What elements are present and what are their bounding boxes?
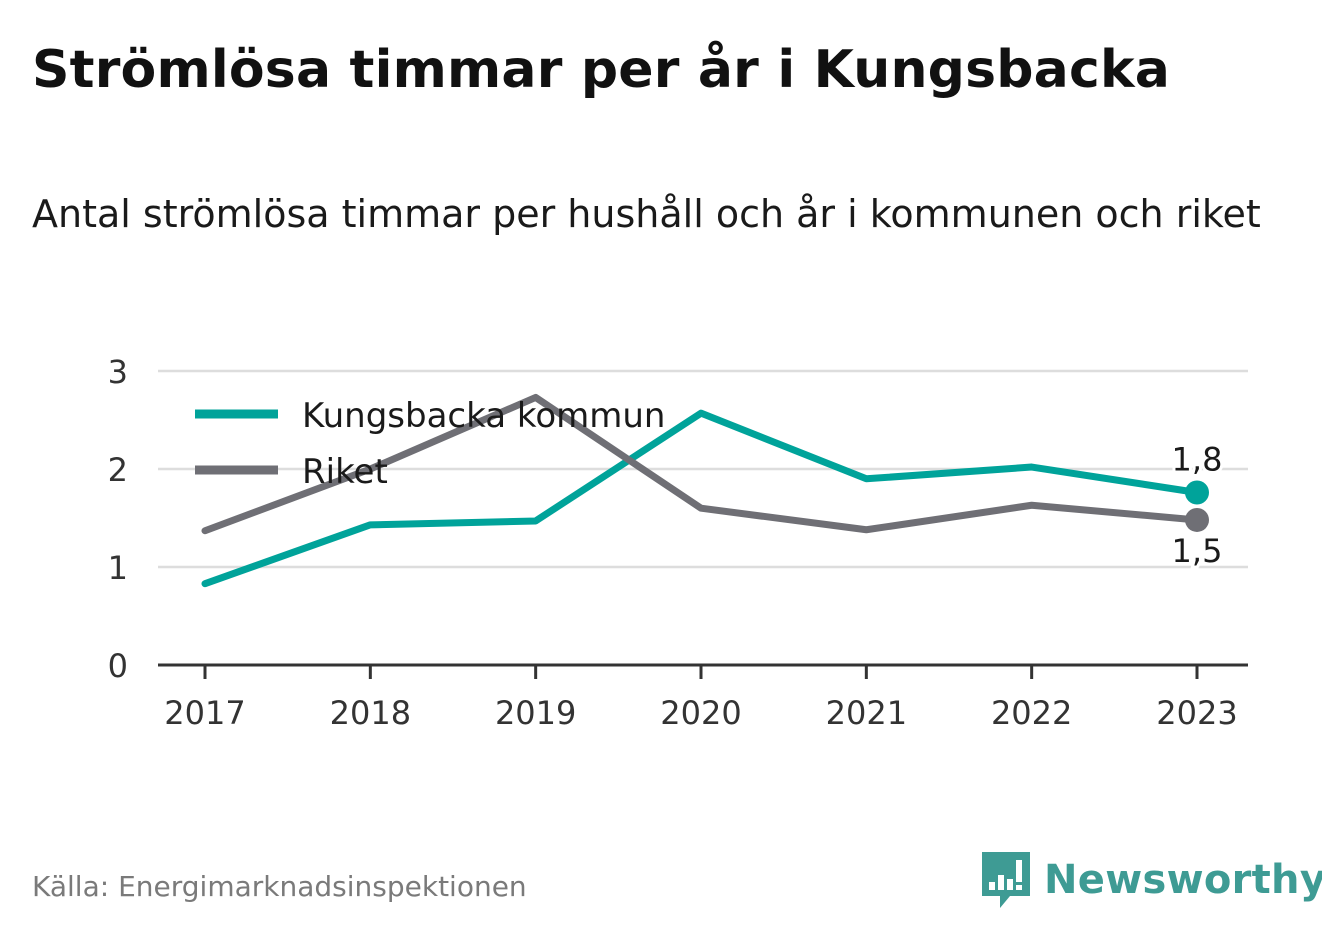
x-tick-label: 2022 — [991, 694, 1072, 732]
endpoint-marker-kungsbacka — [1185, 480, 1209, 505]
x-tick-label: 2018 — [330, 694, 411, 732]
x-tick-label: 2020 — [660, 694, 741, 732]
y-tick-label: 0 — [108, 647, 128, 685]
chart-subtitle: Antal strömlösa timmar per hushåll och å… — [32, 192, 1261, 236]
series-line-kungsbacka — [201, 409, 1201, 588]
y-tick-label: 2 — [108, 451, 128, 489]
bar-chart-speech-bubble-icon — [982, 852, 1030, 908]
end-value-label-riket: 1,5 — [1172, 532, 1223, 570]
x-tick-label: 2023 — [1156, 694, 1237, 732]
x-tick-label: 2017 — [164, 694, 245, 732]
brand-logo: Newsworthy — [980, 850, 1322, 910]
source-note: Källa: Energimarknadsinspektionen — [32, 870, 527, 903]
y-tick-label: 3 — [108, 353, 128, 391]
series-line-riket — [201, 393, 1201, 535]
x-tick-label: 2021 — [826, 694, 907, 732]
legend-label-riket: Riket — [302, 452, 388, 492]
x-tick-label: 2019 — [495, 694, 576, 732]
brand-name: Newsworthy — [1044, 857, 1322, 903]
legend-label-kungsbacka: Kungsbacka kommun — [302, 396, 665, 436]
endpoint-marker-riket — [1185, 507, 1209, 532]
y-tick-label: 1 — [108, 549, 128, 587]
end-value-label-kungsbacka: 1,8 — [1172, 441, 1223, 479]
chart-title: Strömlösa timmar per år i Kungsbacka — [32, 40, 1171, 100]
